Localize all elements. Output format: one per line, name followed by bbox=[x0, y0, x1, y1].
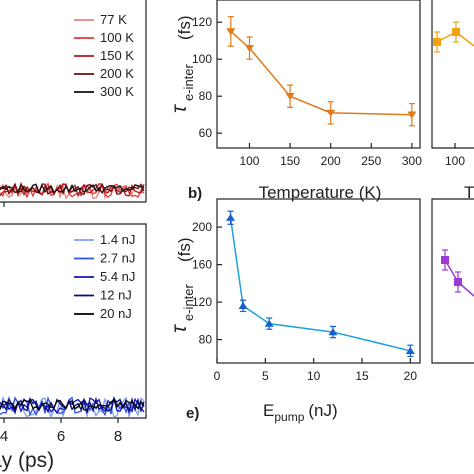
panel-c-cropped: 100 T bbox=[431, 0, 474, 202]
panel-b-y-tick-label: 80 bbox=[199, 89, 213, 103]
panel-d-trace bbox=[0, 396, 145, 414]
panel-b-panel-label: b) bbox=[188, 185, 202, 202]
panel-b-y-tick-label: 100 bbox=[192, 52, 212, 66]
panel-d-trace bbox=[0, 395, 145, 417]
panel-e-data-point bbox=[405, 346, 415, 354]
panel-d-traces bbox=[0, 395, 145, 419]
panel-c-data-point bbox=[433, 38, 441, 46]
panel-a-legend: 77 K 100 K 150 K 200 K 300 K bbox=[74, 12, 134, 99]
panel-d-x-tick-label: 4 bbox=[0, 428, 8, 445]
panel-c-data-point bbox=[452, 28, 460, 36]
panel-d-legend-label: 12 nJ bbox=[100, 288, 132, 303]
panel-a-legend-label: 100 K bbox=[100, 30, 134, 45]
panel-e-data-point bbox=[328, 328, 338, 336]
panel-a-decay-traces-temperature: 77 K 100 K 150 K 200 K 300 K bbox=[0, 0, 147, 207]
panel-b-y-tick-label: 60 bbox=[199, 126, 213, 140]
panel-b-ticks: 100 150 200 250 300 60 80 100 120 bbox=[192, 15, 422, 168]
panel-a-legend-label: 200 K bbox=[100, 66, 134, 81]
panel-d-x-tick-label: 6 bbox=[57, 428, 65, 445]
panel-f-data-point bbox=[454, 278, 462, 286]
panel-e-ylabel-unit: (fs) bbox=[175, 237, 194, 262]
panel-a-trace bbox=[0, 181, 145, 199]
panel-e-xlabel-main: E bbox=[263, 401, 274, 420]
panel-e-x-tick-label: 20 bbox=[404, 369, 418, 383]
panel-a-trace bbox=[0, 182, 145, 198]
panel-c-frame bbox=[431, 0, 474, 149]
panel-d-legend-label: 1.4 nJ bbox=[100, 232, 135, 247]
panel-e-ylabel-sub: e-inter bbox=[181, 283, 196, 321]
panel-b-data-point bbox=[226, 28, 236, 36]
panel-e-plot-frame bbox=[216, 198, 421, 364]
panel-e-data-point bbox=[238, 301, 248, 309]
panel-e-xlabel-sub: pump bbox=[274, 410, 304, 424]
panel-b-data-point bbox=[285, 93, 295, 101]
panel-a-legend-label: 150 K bbox=[100, 48, 134, 63]
panel-b-tau-vs-temperature: 100 150 200 250 300 60 80 100 120 τ e-inter (fs)… bbox=[168, 0, 422, 202]
panel-b-data bbox=[226, 16, 417, 127]
panel-d-decay-traces-energy: 1.4 nJ 2.7 nJ 5.4 nJ 12 nJ 20 nJ 4 6 8 ay (ps) bbox=[0, 223, 147, 472]
panel-e-panel-label: e) bbox=[186, 405, 199, 422]
panel-e-y-tick-label: 200 bbox=[192, 220, 212, 234]
panel-c-data bbox=[433, 21, 474, 53]
panel-e-y-tick-label: 160 bbox=[192, 258, 212, 272]
panel-d-x-tick-label: 8 bbox=[114, 428, 122, 445]
panel-c-tick-label: 100 bbox=[445, 154, 465, 168]
panel-b-plot-frame bbox=[216, 0, 421, 149]
panel-d-trace bbox=[0, 396, 145, 415]
panel-a-traces bbox=[0, 181, 145, 201]
panel-b-y-tick-label: 120 bbox=[192, 15, 212, 29]
panel-d-xlabel: ay (ps) bbox=[0, 449, 54, 472]
panel-e-xlabel: Epump (nJ) bbox=[263, 401, 338, 424]
panel-b-data-point bbox=[407, 111, 417, 119]
panel-b-x-tick-label: 300 bbox=[402, 154, 422, 168]
panel-e-series-line bbox=[229, 217, 411, 352]
panel-d-legend-label: 20 nJ bbox=[100, 306, 132, 321]
panel-a-legend-label: 300 K bbox=[100, 84, 134, 99]
panel-e-ticks: 0 5 10 15 20 80 120 160 200 bbox=[192, 220, 417, 383]
panel-b-series-line bbox=[230, 30, 412, 116]
panel-a-legend-label: 77 K bbox=[100, 12, 127, 27]
panel-b-data-point bbox=[244, 44, 254, 53]
panel-e-data bbox=[226, 210, 415, 358]
panel-e-x-tick-label: 10 bbox=[307, 369, 321, 383]
panel-e-x-tick-label: 15 bbox=[355, 369, 369, 383]
panel-a-trace bbox=[0, 183, 145, 195]
panel-d-legend-label: 2.7 nJ bbox=[100, 251, 135, 266]
panel-f-frame bbox=[431, 198, 474, 364]
panel-b-x-tick-label: 100 bbox=[239, 154, 259, 168]
panel-b-ylabel-main: τ bbox=[168, 104, 191, 113]
panel-a-trace bbox=[0, 182, 145, 196]
panel-d-frame bbox=[0, 223, 147, 419]
panel-d-legend-label: 5.4 nJ bbox=[100, 269, 135, 284]
panel-b-xlabel: Temperature (K) bbox=[259, 183, 382, 202]
panel-b-data-point bbox=[326, 109, 336, 117]
panel-b-x-tick-label: 250 bbox=[361, 154, 381, 168]
panel-b-ylabel-sub: e-inter bbox=[181, 63, 196, 101]
panel-d-legend: 1.4 nJ 2.7 nJ 5.4 nJ 12 nJ 20 nJ bbox=[74, 232, 135, 321]
panel-b-x-tick-label: 150 bbox=[280, 154, 300, 168]
panel-e-data-point bbox=[226, 213, 236, 221]
panel-e-tau-vs-pump-energy: 0 5 10 15 20 80 120 160 200 τ e-inter (fs) e) Ep… bbox=[168, 198, 421, 424]
panel-e-x-tick-label: 0 bbox=[214, 369, 221, 383]
panel-d-ticks: 4 6 8 bbox=[0, 418, 122, 445]
panel-f-data-point bbox=[441, 256, 449, 264]
panel-b-x-tick-label: 200 bbox=[321, 154, 341, 168]
panel-d-trace bbox=[0, 398, 145, 411]
panel-c-xlabel: T bbox=[464, 183, 474, 202]
panel-e-x-tick-label: 5 bbox=[262, 369, 269, 383]
panel-f-cropped bbox=[431, 198, 474, 364]
panel-f-data bbox=[441, 249, 474, 297]
panel-e-data-point bbox=[264, 319, 274, 327]
panel-e-xlabel-unit: (nJ) bbox=[308, 401, 337, 420]
panel-b-ylabel-unit: (fs) bbox=[175, 15, 194, 40]
panel-e-ylabel-main: τ bbox=[168, 324, 191, 333]
panel-e-y-tick-label: 80 bbox=[199, 333, 213, 347]
panel-e-y-tick-label: 120 bbox=[192, 295, 212, 309]
